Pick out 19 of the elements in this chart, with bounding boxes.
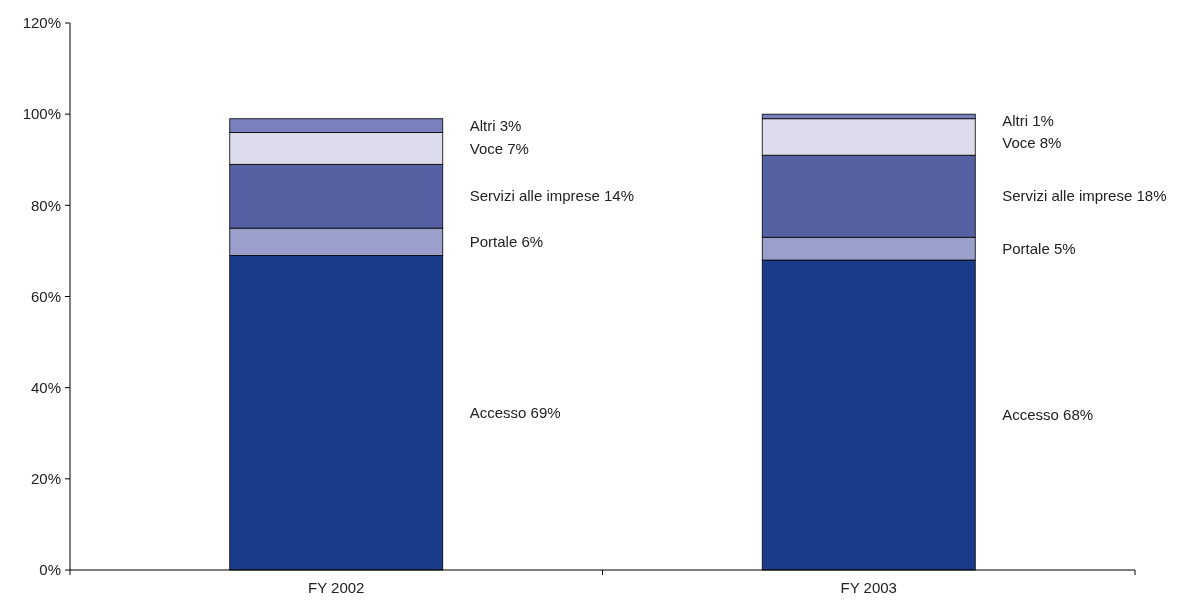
x-tick-label: FY 2003 [840, 579, 897, 596]
y-tick-label: 40% [30, 378, 61, 396]
text: Portale 6% [469, 233, 544, 251]
text: Voce 8% [1002, 134, 1062, 152]
text: Accesso 68% [1002, 406, 1094, 424]
text: Servizi alle imprese 14% [469, 187, 634, 205]
y-tick-label: 120% [22, 14, 61, 32]
text: Altri 3% [469, 116, 522, 134]
text: Altri 1% [1002, 112, 1054, 130]
y-tick-label: 80% [30, 196, 61, 214]
y-tick-label: 20% [30, 470, 61, 488]
y-tick-label: 0% [39, 561, 61, 579]
y-tick-label: 60% [30, 287, 61, 305]
text: Portale 5% [1002, 239, 1076, 257]
y-tick-label: 100% [22, 105, 61, 123]
x-tick-label: FY 2002 [308, 579, 365, 596]
text: Accesso 69% [469, 403, 561, 421]
text: Servizi alle imprese 18% [1002, 187, 1167, 205]
text: Voce 7% [469, 139, 529, 157]
